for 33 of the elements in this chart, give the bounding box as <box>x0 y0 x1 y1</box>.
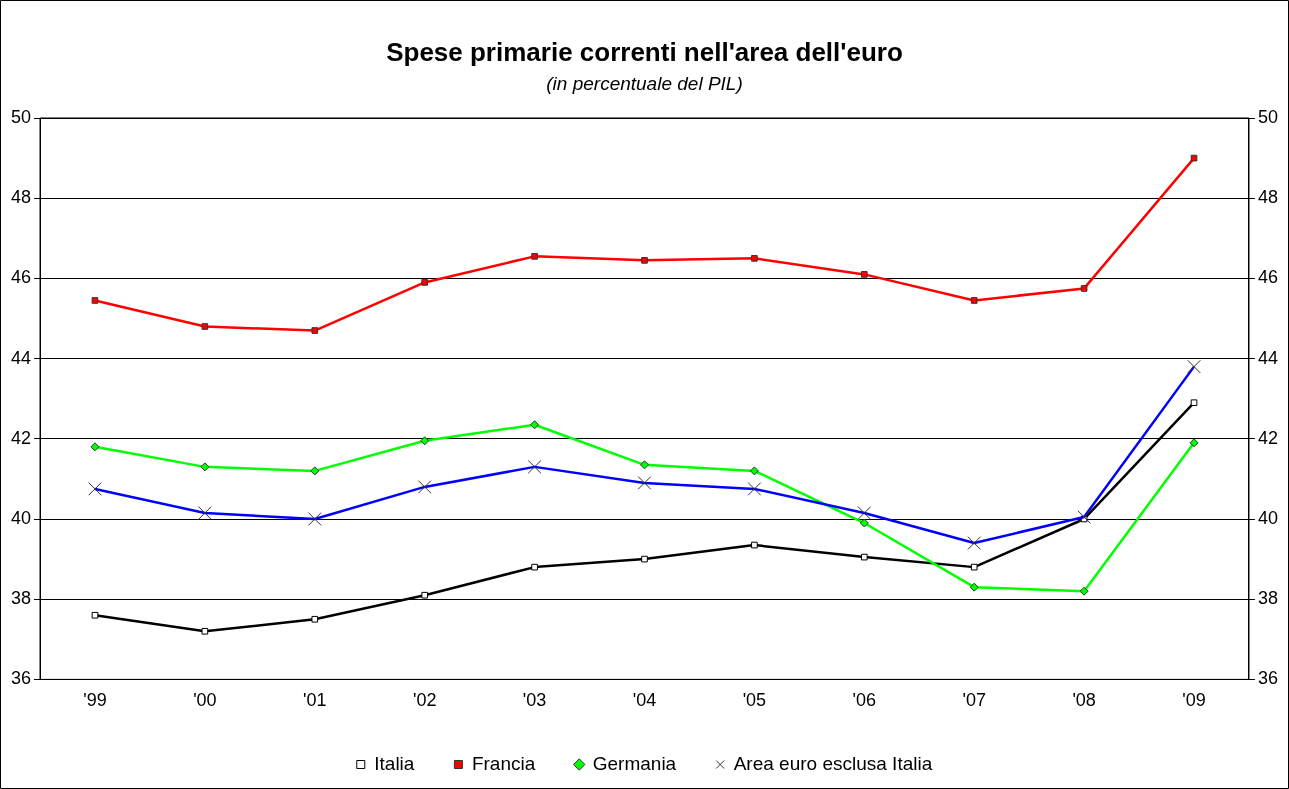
y2-tick-label: 50 <box>1257 106 1279 127</box>
y-tick-label: 38 <box>10 588 32 609</box>
y-tick-label: 44 <box>10 347 32 368</box>
y-tick-label: 50 <box>10 106 32 127</box>
x-tick-label: '02 <box>412 690 437 711</box>
x-tick-label: '03 <box>522 690 547 711</box>
y2-tick-label: 42 <box>1257 427 1279 448</box>
y2-tick-label: 36 <box>1257 668 1279 689</box>
chart-subtitle: (in percentuale del PIL) <box>546 72 743 94</box>
y-tick-label: 48 <box>10 187 32 208</box>
legend-label: Italia <box>374 752 415 774</box>
x-tick-label: '05 <box>742 690 767 711</box>
y2-tick-label: 44 <box>1257 347 1279 368</box>
x-tick-label: '07 <box>962 690 986 711</box>
legend-label: Germania <box>592 752 677 774</box>
x-tick-label: '99 <box>83 690 107 711</box>
chart-title: Spese primarie correnti nell'area dell'euro <box>386 36 903 67</box>
y-tick-label: 42 <box>10 427 32 448</box>
legend-label: Francia <box>471 752 536 774</box>
y2-tick-label: 46 <box>1257 267 1279 288</box>
x-tick-label: '08 <box>1072 690 1096 711</box>
y2-tick-label: 48 <box>1257 187 1279 208</box>
x-tick-label: '00 <box>193 690 217 711</box>
y2-tick-label: 38 <box>1257 588 1279 609</box>
x-tick-label: '09 <box>1182 690 1206 711</box>
x-tick-label: '04 <box>632 690 657 711</box>
legend-label: Area euro esclusa Italia <box>733 752 933 774</box>
y-tick-label: 40 <box>10 507 32 528</box>
y2-tick-label: 40 <box>1257 507 1279 528</box>
y-tick-label: 36 <box>10 668 32 689</box>
y-tick-label: 46 <box>10 267 32 288</box>
x-tick-label: '01 <box>303 690 327 711</box>
x-tick-label: '06 <box>852 690 877 711</box>
